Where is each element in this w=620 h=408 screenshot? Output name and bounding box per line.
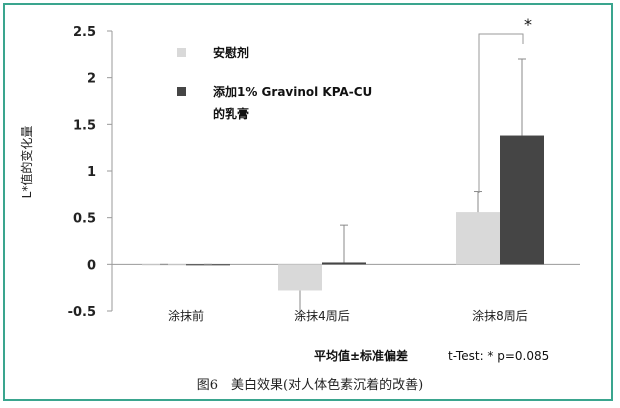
- error-bars: [160, 58, 526, 318]
- y-axis-label: L*值的变化量: [19, 126, 34, 199]
- bar-cream-1: [322, 262, 366, 265]
- x-tick-labels: 涂抹前 涂抹4周后 涂抹8周后: [168, 308, 528, 323]
- bars: [142, 135, 544, 291]
- x-tick-label: 涂抹前: [168, 308, 204, 323]
- y-tick-labels: 2.5 2 1.5 1 0.5 0 -0.5: [68, 25, 96, 320]
- legend-swatch-cream: [177, 87, 186, 96]
- figure-caption: 图6 美白效果(对人体色素沉着的改善): [197, 377, 423, 393]
- ttest-label: t-Test: * p=0.085: [448, 349, 549, 363]
- bar-placebo-2: [456, 212, 500, 265]
- legend-swatch-placebo: [177, 48, 186, 57]
- y-tick-label: 1: [87, 165, 96, 180]
- stat-label: 平均值±标准偏差: [314, 348, 408, 363]
- y-tick-label: 2.5: [73, 25, 96, 40]
- legend-label-cream-line2: 的乳膏: [213, 106, 249, 121]
- legend-label-placebo: 安慰剂: [213, 45, 249, 60]
- legend: 安慰剂 添加1% Gravinol KPA-CU 的乳膏: [177, 45, 372, 121]
- significance-bracket: *: [478, 15, 532, 193]
- bracket-line: [478, 33, 524, 193]
- y-tick-label: -0.5: [68, 305, 96, 320]
- y-tick-label: 1.5: [73, 118, 96, 133]
- y-tick-label: 0: [87, 258, 96, 273]
- y-tick-label: 0.5: [73, 212, 96, 227]
- x-tick-label: 涂抹8周后: [472, 308, 528, 323]
- significance-star: *: [524, 15, 532, 34]
- x-tick-label: 涂抹4周后: [294, 308, 350, 323]
- y-tick-label: 2: [87, 72, 96, 87]
- legend-label-cream-line1: 添加1% Gravinol KPA-CU: [213, 84, 372, 99]
- bar-placebo-1: [278, 264, 322, 291]
- bar-cream-2: [500, 135, 544, 265]
